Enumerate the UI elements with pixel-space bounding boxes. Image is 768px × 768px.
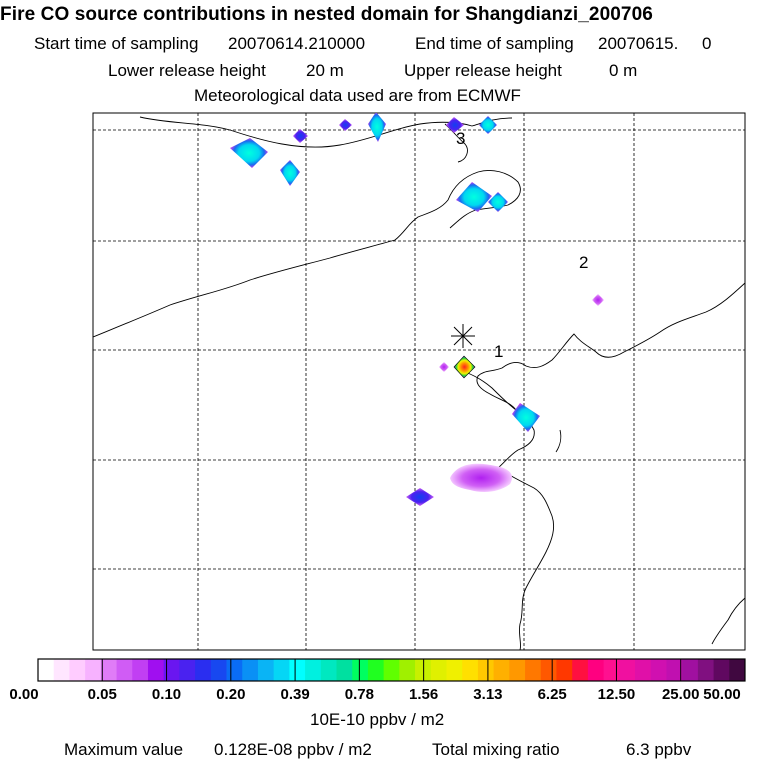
legend-swatch [682,659,699,681]
upper-release-value: 0 m [609,61,638,80]
legend-swatch [525,659,542,681]
legend-swatch [493,659,510,681]
plume-north-b [368,113,386,142]
receptor-label-2: 2 [579,253,588,272]
receptor-label-3: 3 [456,129,465,148]
lower-release-label: Lower release height [108,61,266,80]
plume-bohai-a [456,182,492,212]
end-time-value: 20070615. 0 [598,34,712,53]
max-value: 0.128E-08 ppbv / m2 [214,740,372,759]
legend-swatch [509,659,526,681]
legend-swatch [462,659,479,681]
plume-south-cluster [450,463,513,492]
plume-east-dot [592,294,604,306]
concentration-plumes [230,113,604,506]
legend-swatch [697,659,714,681]
legend-swatch [619,659,636,681]
legend-swatch [289,659,306,681]
legend-swatch [132,659,149,681]
receptor-marker [451,324,475,348]
total-mixing-value: 6.3 ppbv [626,740,692,759]
coastlines [93,116,745,650]
legend-swatch [195,659,212,681]
legend-swatch [38,659,55,681]
legend-tick-label: 3.13 [473,686,503,703]
legend-swatch [116,659,133,681]
met-data-note: Meteorological data used are from ECMWF [194,86,521,105]
legend-swatch [257,659,275,681]
legend-swatch [587,659,604,681]
max-value-label: Maximum value [64,740,184,759]
receptor-label-1: 1 [494,342,503,361]
plume-north-d [479,116,497,134]
legend-swatch [729,659,746,681]
legend-tick-label: 0.05 [87,686,117,703]
plume-small-dot [439,362,449,372]
legend-tick-label: 6.25 [537,686,567,703]
start-time-label: Start time of sampling [34,34,199,53]
legend-tick-label: 1.56 [409,686,439,703]
legend-swatch [85,659,102,681]
legend-swatch [713,659,730,681]
plume-north-c [446,117,464,133]
legend-swatch [415,659,432,681]
legend-swatch [210,659,227,681]
legend-tick-label: 0.00 [9,686,39,703]
legend-swatch [53,659,70,681]
plume-bohai-b [488,192,508,212]
legend-swatch [273,659,290,681]
legend-tick-label: 25.00 [661,686,700,703]
legend-swatch [446,659,463,681]
legend-swatch [383,659,400,681]
legend-swatch [320,659,337,681]
legend-tick-label: 0.39 [280,686,310,703]
total-mixing-label: Total mixing ratio [432,740,560,759]
legend-swatch [147,659,165,681]
legend-swatch [69,659,86,681]
plume-shandong [512,403,540,432]
plume-north-a [339,119,352,131]
plume-northwest-a [230,138,268,168]
legend-swatch [367,659,385,681]
legend-swatch [305,659,322,681]
legend-frame [37,658,746,682]
plume-northwest-c [293,129,308,143]
color-legend-bar [37,658,746,682]
legend-swatch [399,659,416,681]
lower-release-value: 20 m [306,61,344,80]
legend-swatch [430,659,447,681]
legend-swatch [603,659,620,681]
legend-swatch [556,659,573,681]
plume-south-dot [406,488,434,506]
legend-swatch [163,659,180,681]
legend-swatch [242,659,259,681]
legend-swatch [477,659,495,681]
plot-title: Fire CO source contributions in nested d… [0,4,653,25]
legend-swatch [635,659,652,681]
legend-swatch [352,659,369,681]
upper-release-label: Upper release height [404,61,562,80]
end-time-label: End time of sampling [415,34,574,53]
lat-lon-grid [93,113,745,650]
legend-swatch [336,659,353,681]
legend-tick-label: 0.20 [216,686,246,703]
plume-hotspot [453,355,476,379]
legend-tick-label: 50.00 [703,686,741,703]
map-frame [92,112,746,651]
legend-swatch [666,659,683,681]
legend-tick-label: 0.78 [344,686,374,703]
legend-swatch [179,659,196,681]
legend-tick-label: 0.10 [151,686,182,703]
start-time-value: 20070614.210000 [228,34,366,53]
legend-swatch [540,659,557,681]
plume-northwest-b [280,160,300,186]
legend-units: 10E-10 ppbv / m2 [310,710,445,729]
legend-swatch [650,659,667,681]
legend-swatch [100,659,117,681]
legend-swatch [572,659,589,681]
legend-tick-label: 12.50 [597,686,636,703]
legend-swatch [226,659,243,681]
